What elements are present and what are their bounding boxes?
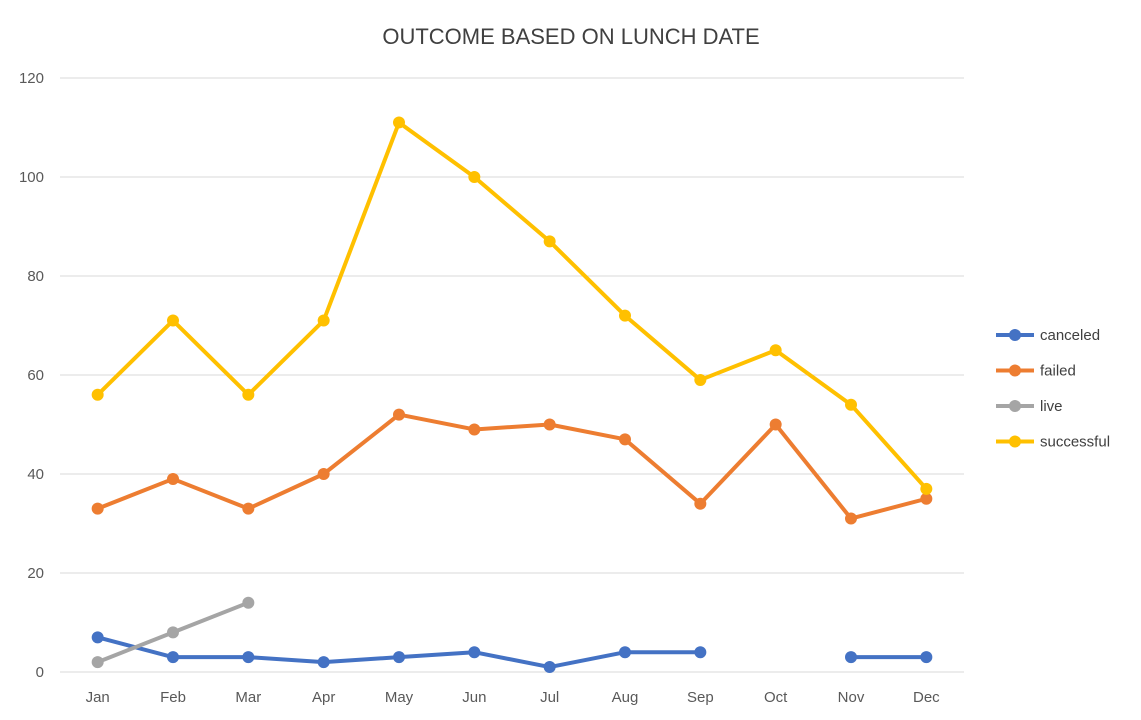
data-point-canceled	[694, 646, 707, 659]
legend-marker-failed	[1009, 364, 1021, 377]
data-point-successful	[543, 235, 556, 248]
y-tick-label: 60	[27, 367, 44, 384]
data-point-canceled	[242, 651, 255, 664]
data-point-failed	[91, 502, 104, 515]
series-line-failed	[95, 412, 929, 521]
data-point-failed	[769, 418, 782, 431]
data-point-failed	[393, 408, 405, 421]
data-point-successful	[694, 373, 707, 386]
data-point-failed	[242, 502, 255, 515]
data-point-failed	[468, 423, 481, 436]
data-point-successful	[167, 314, 179, 327]
y-tick-label: 120	[19, 70, 44, 87]
data-point-successful	[317, 314, 330, 327]
x-tick-label: Jan	[86, 689, 110, 706]
data-point-successful	[242, 388, 255, 401]
data-point-successful	[393, 116, 405, 129]
data-point-canceled	[920, 651, 933, 664]
data-point-failed	[167, 472, 179, 485]
gridlines	[60, 77, 964, 673]
data-point-canceled	[468, 646, 481, 659]
data-point-live	[167, 626, 179, 639]
x-tick-label: Nov	[838, 689, 865, 706]
x-tick-label: Dec	[913, 689, 940, 706]
data-point-canceled	[393, 651, 405, 664]
x-tick-label: Oct	[764, 689, 788, 706]
legend-item-successful: successful	[996, 434, 1110, 451]
series-line-successful	[95, 120, 929, 491]
data-point-failed	[619, 433, 631, 446]
legend-label-successful: successful	[1040, 434, 1110, 451]
data-point-failed	[920, 492, 933, 505]
y-tick-label: 40	[27, 466, 44, 483]
x-tick-label: Mar	[235, 689, 261, 706]
data-point-successful	[920, 482, 933, 495]
series-failed	[91, 408, 933, 525]
x-tick-label: Jul	[540, 689, 559, 706]
data-point-failed	[543, 418, 556, 431]
y-axis-ticks: 0 20 40 60 80 100 120	[19, 70, 44, 681]
legend-item-failed: failed	[996, 363, 1076, 380]
series-successful	[91, 116, 933, 495]
data-point-successful	[468, 171, 481, 183]
data-point-failed	[694, 497, 707, 510]
data-point-failed	[845, 512, 857, 525]
y-tick-label: 20	[27, 565, 44, 582]
data-point-canceled	[845, 651, 857, 664]
data-point-live	[242, 596, 255, 609]
y-tick-label: 80	[27, 268, 44, 285]
data-point-successful	[845, 398, 857, 411]
y-tick-label: 100	[19, 169, 44, 186]
legend-label-canceled: canceled	[1040, 327, 1100, 344]
series-canceled	[91, 631, 933, 674]
data-point-failed	[317, 468, 330, 480]
x-axis-ticks: Jan Feb Mar Apr May Jun Jul Aug Sep Oct Nov Dec	[86, 689, 941, 706]
data-point-canceled	[543, 661, 556, 674]
legend: canceled failed live successful	[996, 327, 1110, 451]
x-tick-label: Sep	[687, 689, 714, 706]
data-point-successful	[91, 388, 104, 401]
chart-title: OUTCOME BASED ON LUNCH DATE	[382, 24, 759, 49]
legend-marker-successful	[1009, 435, 1021, 448]
legend-label-live: live	[1040, 398, 1063, 415]
data-point-successful	[769, 344, 782, 357]
y-tick-label: 0	[36, 664, 44, 681]
data-point-canceled	[167, 651, 179, 664]
series-live	[91, 596, 255, 669]
x-tick-label: Aug	[612, 689, 639, 706]
legend-item-canceled: canceled	[996, 327, 1100, 344]
series-lines	[91, 116, 933, 674]
legend-marker-canceled	[1009, 329, 1021, 341]
data-point-canceled	[619, 646, 631, 659]
data-point-successful	[619, 309, 631, 322]
x-tick-label: Jun	[462, 689, 486, 706]
legend-marker-live	[1009, 400, 1021, 412]
data-point-canceled	[317, 656, 330, 669]
legend-item-live: live	[996, 398, 1063, 415]
x-tick-label: Apr	[312, 689, 335, 706]
x-tick-label: Feb	[160, 689, 186, 706]
data-point-live	[91, 656, 104, 669]
legend-label-failed: failed	[1040, 363, 1076, 380]
x-tick-label: May	[385, 689, 414, 706]
data-point-canceled	[91, 631, 104, 644]
